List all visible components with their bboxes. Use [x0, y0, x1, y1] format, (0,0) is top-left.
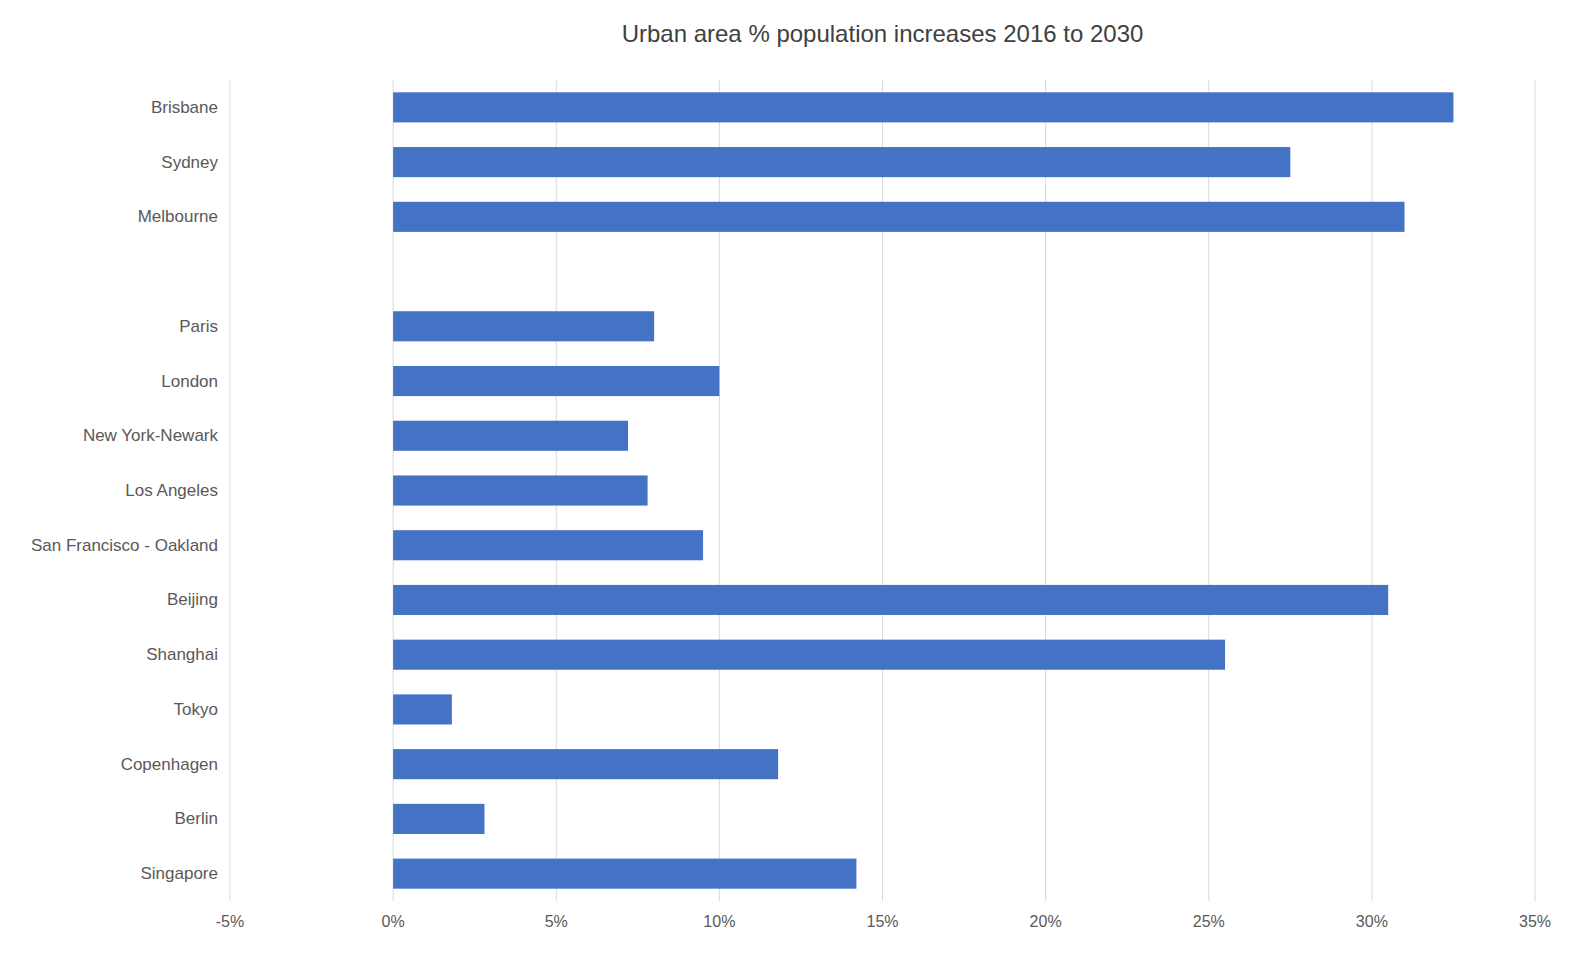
- bar: [393, 366, 719, 396]
- y-tick-label: Melbourne: [138, 207, 218, 226]
- y-tick-label: Shanghai: [146, 645, 218, 664]
- bar: [393, 859, 856, 889]
- bar: [393, 92, 1453, 122]
- bars: [393, 92, 1453, 888]
- y-tick-label: Sydney: [161, 153, 218, 172]
- bar: [393, 475, 647, 505]
- y-tick-label: San Francisco - Oakland: [31, 536, 218, 555]
- x-tick-label: 15%: [866, 913, 898, 930]
- y-tick-label: Tokyo: [174, 700, 218, 719]
- y-tick-label: London: [161, 372, 218, 391]
- bar: [393, 202, 1404, 232]
- y-tick-label: Copenhagen: [121, 755, 218, 774]
- grid: [230, 80, 1535, 901]
- bar: [393, 530, 703, 560]
- y-tick-label: Paris: [179, 317, 218, 336]
- title: Urban area % population increases 2016 t…: [622, 20, 1144, 47]
- bar: [393, 585, 1388, 615]
- x-tick-label: 5%: [545, 913, 568, 930]
- y-tick-label: New York-Newark: [83, 426, 219, 445]
- grid-line: [230, 80, 231, 901]
- chart-container: Urban area % population increases 2016 t…: [0, 0, 1585, 961]
- bar: [393, 640, 1225, 670]
- x-tick-label: 25%: [1193, 913, 1225, 930]
- x-axis: -5% 0% 5% 10% 15% 20% 25% 30% 35%: [216, 913, 1551, 930]
- bar: [393, 147, 1290, 177]
- bar: [393, 804, 484, 834]
- y-tick-label: Berlin: [175, 809, 218, 828]
- y-tick-label: Beijing: [167, 590, 218, 609]
- bar: [393, 694, 452, 724]
- x-tick-label: -5%: [216, 913, 244, 930]
- chart-svg: Urban area % population increases 2016 t…: [0, 0, 1585, 961]
- y-tick-label: Brisbane: [151, 98, 218, 117]
- y-axis: Brisbane Sydney Melbourne Paris London New Yo…: [31, 98, 219, 883]
- bar: [393, 257, 394, 287]
- bar: [393, 421, 628, 451]
- x-tick-label: 0%: [382, 913, 405, 930]
- x-tick-label: 10%: [703, 913, 735, 930]
- grid-line: [1535, 80, 1536, 901]
- y-tick-label: Singapore: [140, 864, 218, 883]
- x-tick-label: 30%: [1356, 913, 1388, 930]
- bar: [393, 311, 654, 341]
- x-tick-label: 20%: [1030, 913, 1062, 930]
- x-tick-label: 35%: [1519, 913, 1551, 930]
- y-tick-label: Los Angeles: [125, 481, 218, 500]
- bar: [393, 749, 778, 779]
